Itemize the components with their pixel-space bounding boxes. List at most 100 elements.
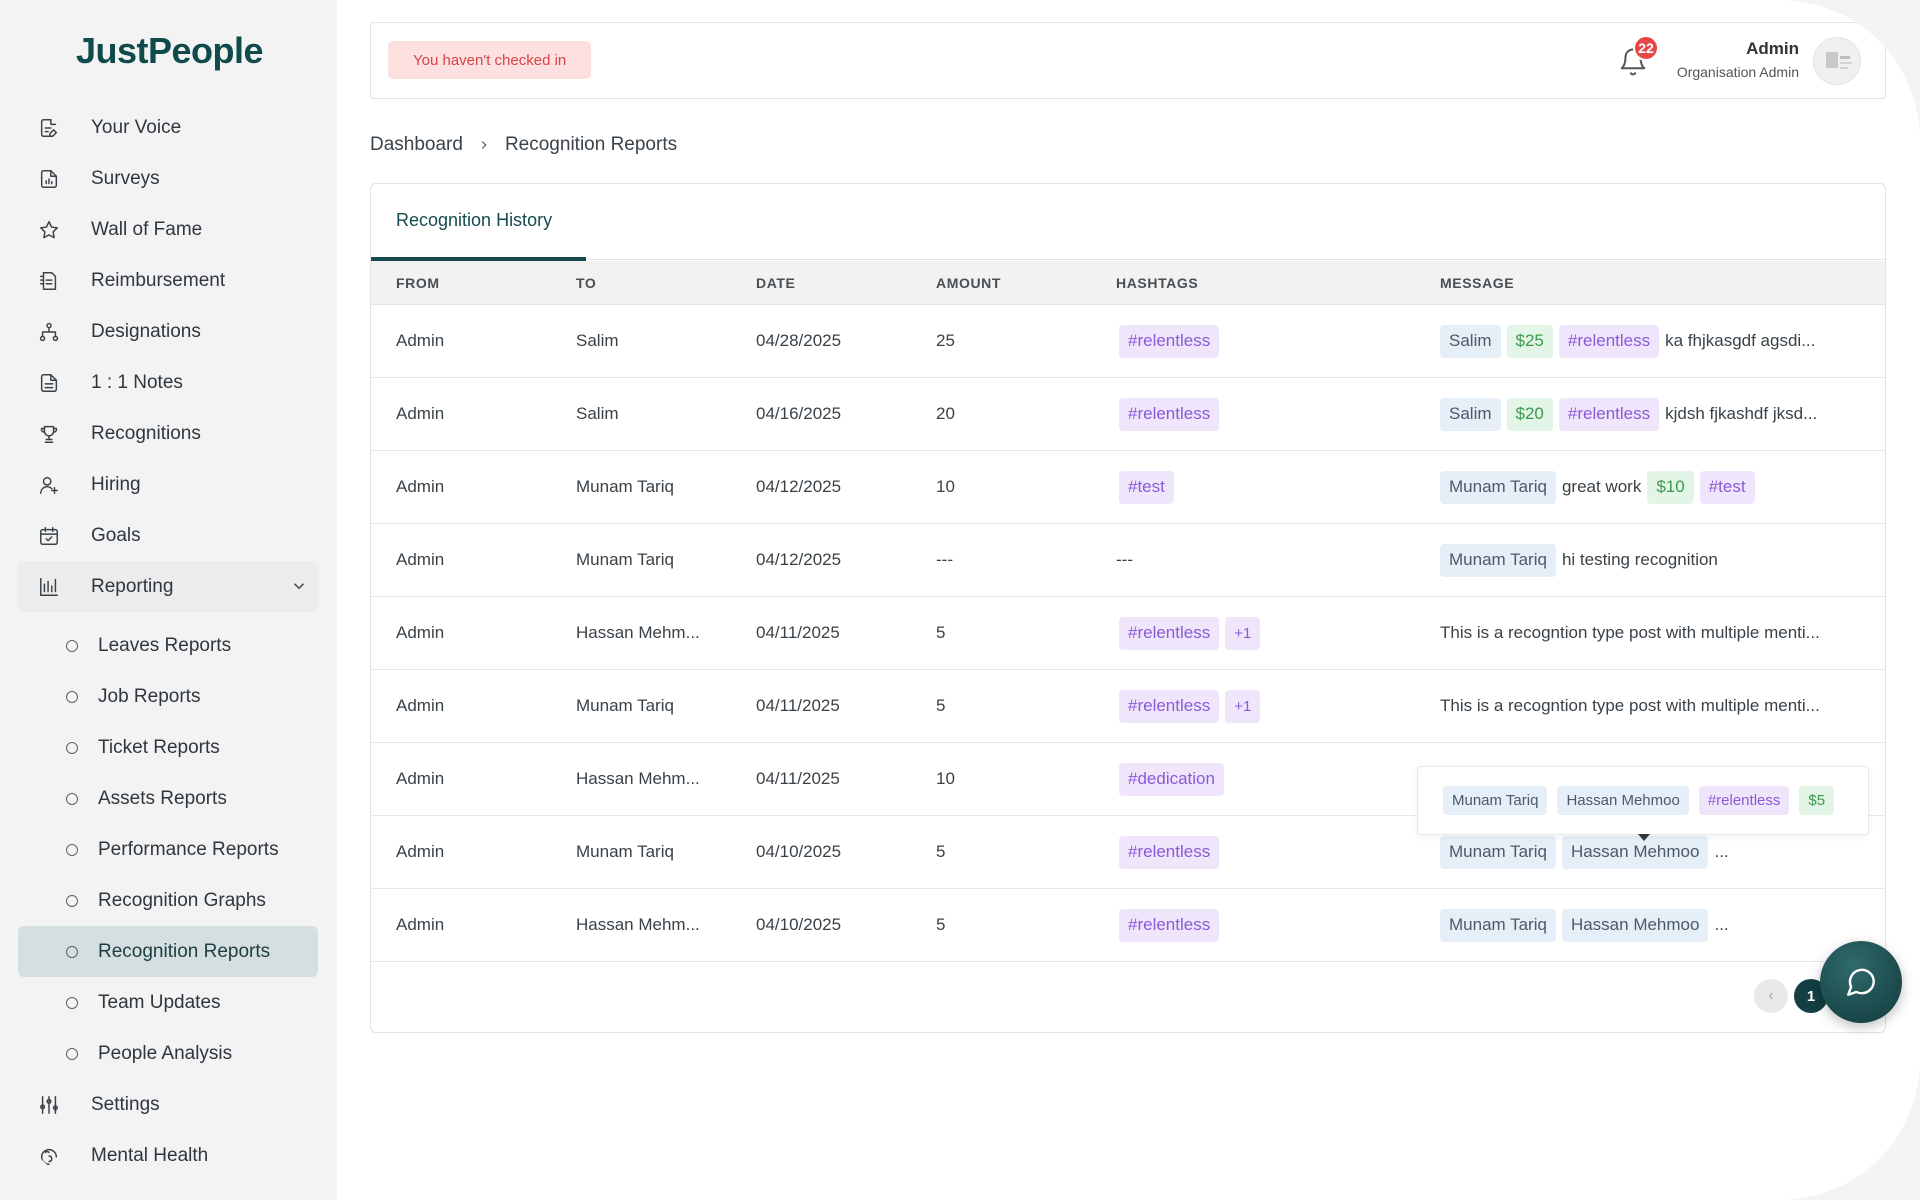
- hashtag-mention[interactable]: #test: [1699, 470, 1755, 504]
- table-row[interactable]: Admin Hassan Mehm... 04/10/2025 5 #relentles…: [371, 889, 1885, 962]
- column-header-date[interactable]: DATE: [756, 275, 796, 291]
- hashtag-badge[interactable]: #test: [1119, 470, 1174, 504]
- tooltip-tag: Hassan Mehmoo: [1557, 786, 1689, 815]
- amount-tag[interactable]: $10: [1647, 470, 1694, 504]
- hierarchy-icon: [37, 320, 61, 344]
- sidebar-item-your-voice[interactable]: Your Voice: [18, 102, 318, 153]
- amount-tag[interactable]: $20: [1506, 397, 1553, 431]
- avatar[interactable]: [1813, 37, 1861, 85]
- breadcrumb-dashboard-link[interactable]: Dashboard: [370, 134, 463, 155]
- column-header-message[interactable]: MESSAGE: [1440, 275, 1515, 291]
- hashtag-mention[interactable]: #relentless: [1558, 397, 1660, 431]
- table-row[interactable]: Admin Munam Tariq 04/10/2025 5 #relentless Mu…: [371, 816, 1885, 889]
- submenu-item-recognition-graphs[interactable]: Recognition Graphs: [18, 875, 318, 926]
- cell-to: Munam Tariq: [576, 842, 674, 861]
- sidebar-item-label: Surveys: [91, 167, 160, 189]
- sidebar-item-reporting[interactable]: Reporting: [18, 561, 318, 612]
- hashtag-badge[interactable]: #dedication: [1119, 762, 1224, 796]
- sidebar-item-hiring[interactable]: Hiring: [18, 459, 318, 510]
- submenu-item-label: Leaves Reports: [98, 634, 232, 656]
- cell-date: 04/28/2025: [756, 331, 842, 350]
- user-mention-tag[interactable]: Munam Tariq: [1440, 835, 1556, 869]
- hashtag-badge[interactable]: #relentless: [1119, 689, 1220, 723]
- user-mention-tag[interactable]: Munam Tariq: [1440, 908, 1556, 942]
- amount-tag[interactable]: $25: [1506, 324, 1553, 358]
- column-header-amount[interactable]: AMOUNT: [936, 275, 1002, 291]
- hashtag-mention[interactable]: #relentless: [1558, 324, 1660, 358]
- hashtag-badge[interactable]: #relentless: [1119, 397, 1220, 431]
- user-role: Organisation Admin: [1676, 64, 1799, 80]
- submenu-item-team-updates[interactable]: Team Updates: [18, 977, 318, 1028]
- submenu-item-ticket-reports[interactable]: Ticket Reports: [18, 722, 318, 773]
- submenu-item-performance-reports[interactable]: Performance Reports: [18, 824, 318, 875]
- table-row[interactable]: Admin Salim 04/28/2025 25 #relentless Salim $2…: [371, 305, 1885, 378]
- sidebar-item-recognitions[interactable]: Recognitions: [18, 408, 318, 459]
- user-mention-tag[interactable]: Hassan Mehmoo: [1561, 835, 1709, 869]
- cell-amount: 5: [936, 842, 946, 861]
- submenu-item-assets-reports[interactable]: Assets Reports: [18, 773, 318, 824]
- user-mention-tag[interactable]: Munam Tariq: [1440, 470, 1556, 504]
- sidebar-item-goals[interactable]: Goals: [18, 510, 318, 561]
- app-logo[interactable]: JustPeople: [76, 30, 264, 71]
- user-mention-tag[interactable]: Munam Tariq: [1440, 543, 1556, 577]
- table-row[interactable]: Admin Hassan Mehm... 04/11/2025 5 #relentles…: [371, 597, 1885, 670]
- cell-message: Munam Tariq Hassan Mehmoo...: [1440, 889, 1860, 961]
- circle-bullet-icon: [66, 945, 78, 958]
- user-mention-tag[interactable]: Salim: [1440, 397, 1501, 431]
- circle-bullet-icon: [66, 843, 78, 856]
- submenu-item-recognition-reports[interactable]: Recognition Reports: [18, 926, 318, 977]
- sidebar-item-reimbursement[interactable]: Reimbursement: [18, 255, 318, 306]
- cell-message: Salim $25 #relentless ka fhjkasgdf agsdi...: [1440, 305, 1860, 377]
- column-header-hashtags[interactable]: HASHTAGS: [1116, 275, 1199, 291]
- cell-from: Admin: [396, 915, 445, 934]
- cell-hashtags: #relentless: [1119, 816, 1225, 888]
- sidebar-item-designations[interactable]: Designations: [18, 306, 318, 357]
- sidebar: JustPeople Your Voice Surveys Wall of Fame…: [0, 0, 337, 1200]
- column-header-from[interactable]: FROM: [396, 275, 440, 291]
- cell-amount: 5: [936, 915, 946, 934]
- hashtag-badge[interactable]: #relentless: [1119, 908, 1220, 942]
- cell-to: Hassan Mehm...: [576, 769, 700, 788]
- sidebar-item-1-1-notes[interactable]: 1 : 1 Notes: [18, 357, 318, 408]
- tab-divider: [371, 259, 1885, 260]
- circle-bullet-icon: [66, 792, 78, 805]
- sidebar-item-mental-health[interactable]: Mental Health: [18, 1130, 318, 1181]
- hashtag-more-badge[interactable]: +1: [1225, 689, 1261, 723]
- tab-recognition-history[interactable]: Recognition History: [371, 184, 586, 261]
- recognition-history-card: Recognition History FROM TO DATE AMOUNT …: [370, 183, 1886, 1033]
- submenu-item-leaves-reports[interactable]: Leaves Reports: [18, 620, 318, 671]
- survey-document-icon: [37, 167, 61, 191]
- table-row[interactable]: Admin Hassan Mehm... 04/11/2025 10 #dedicati…: [371, 743, 1885, 816]
- sidebar-item-surveys[interactable]: Surveys: [18, 153, 318, 204]
- hashtag-badge[interactable]: #relentless: [1119, 616, 1220, 650]
- sidebar-item-label: Designations: [91, 320, 201, 342]
- sidebar-item-settings[interactable]: Settings: [18, 1079, 318, 1130]
- cell-to: Hassan Mehm...: [576, 623, 700, 642]
- table-row[interactable]: Admin Munam Tariq 04/11/2025 5 #relentless +1…: [371, 670, 1885, 743]
- sidebar-item-wall-of-fame[interactable]: Wall of Fame: [18, 204, 318, 255]
- table-row[interactable]: Admin Munam Tariq 04/12/2025 10 #test Munam T…: [371, 451, 1885, 524]
- submenu-item-job-reports[interactable]: Job Reports: [18, 671, 318, 722]
- hashtag-badge[interactable]: #relentless: [1119, 324, 1220, 358]
- cell-date: 04/16/2025: [756, 404, 842, 423]
- cell-amount: 5: [936, 696, 946, 715]
- cell-hashtags: #relentless: [1119, 378, 1225, 450]
- hashtag-more-badge[interactable]: +1: [1225, 616, 1261, 650]
- cell-amount: 10: [936, 477, 955, 496]
- pagination-prev-button[interactable]: ‹: [1754, 979, 1788, 1013]
- user-mention-tag[interactable]: Salim: [1440, 324, 1501, 358]
- chat-button[interactable]: [1820, 941, 1902, 1023]
- tooltip-tag: Munam Tariq: [1443, 786, 1548, 815]
- submenu-item-label: Assets Reports: [98, 787, 227, 809]
- cell-from: Admin: [396, 696, 445, 715]
- table-row[interactable]: Admin Salim 04/16/2025 20 #relentless Salim $2…: [371, 378, 1885, 451]
- cell-from: Admin: [396, 623, 445, 642]
- checkin-alert[interactable]: You haven't checked in: [388, 41, 592, 79]
- column-header-to[interactable]: TO: [576, 275, 597, 291]
- user-mention-tag[interactable]: Hassan Mehmoo: [1561, 908, 1709, 942]
- submenu-item-people-analysis[interactable]: People Analysis: [18, 1028, 318, 1079]
- table-row[interactable]: Admin Munam Tariq 04/12/2025 --- --- Munam Ta…: [371, 524, 1885, 597]
- hashtag-badge[interactable]: #relentless: [1119, 835, 1220, 869]
- cell-message: This is a recogntion type post with mult…: [1440, 670, 1860, 742]
- sidebar-item-label: Reimbursement: [91, 269, 226, 291]
